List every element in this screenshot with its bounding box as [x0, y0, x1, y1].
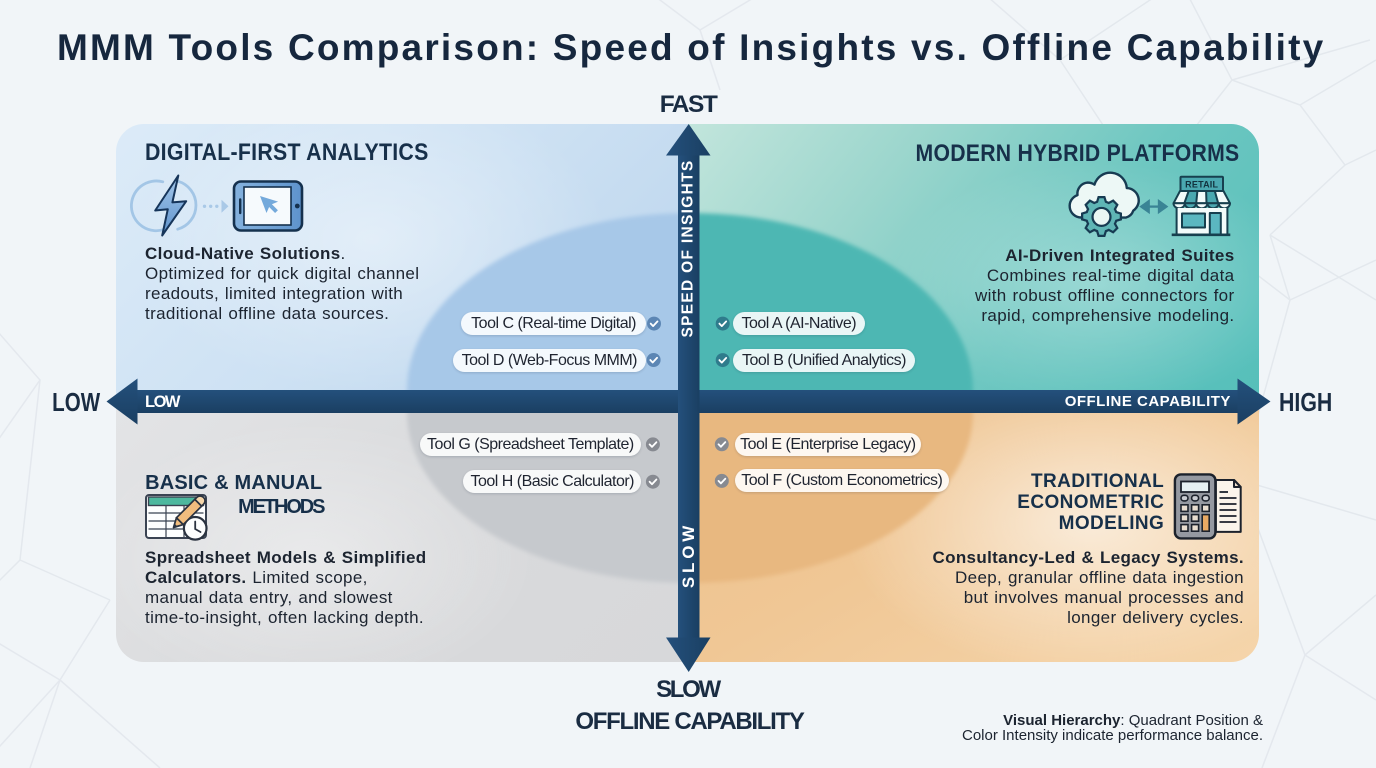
svg-text:RETAIL: RETAIL — [1185, 179, 1218, 189]
